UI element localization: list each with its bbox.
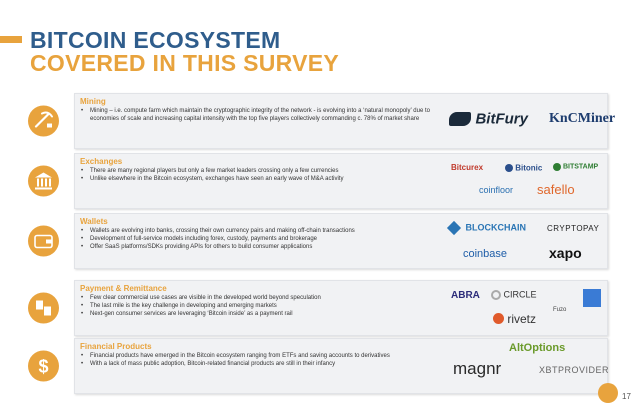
section-bullet: With a lack of mass public adoption, Bit… — [80, 360, 440, 368]
wallet-icon — [28, 225, 59, 257]
section-mining: Mining Mining – i.e. compute farm which … — [28, 93, 615, 149]
logo-group: BitFury KnCMiner — [445, 94, 615, 148]
magnr-logo: magnr — [453, 359, 502, 378]
bitcurex-logo: Bitcurex — [451, 163, 484, 172]
fuzo-logo: Fuzo — [553, 307, 567, 313]
section-title: Wallets — [80, 217, 108, 226]
company-logo — [598, 383, 618, 403]
section-title: Mining — [80, 97, 106, 106]
logo-group: ABRA CIRCLE Fuzo rivetz — [445, 281, 607, 335]
section-bullet: Wallets are evolving into banks, crossin… — [80, 227, 440, 235]
section-bullet: Unlike elsewhere in the Bitcoin ecosyste… — [80, 175, 440, 183]
section-title: Exchanges — [80, 157, 123, 166]
section-bullet: Mining – i.e. compute farm which maintai… — [80, 107, 440, 123]
rivetz-logo: rivetz — [493, 311, 536, 326]
section-bullet: There are many regional players but only… — [80, 167, 440, 175]
kncminer-logo: KnCMiner — [549, 111, 616, 126]
cryptopay-logo: CRYPTOPAY — [547, 224, 600, 233]
section-bullet: The last mile is the key challenge in de… — [80, 302, 440, 310]
section-exchanges: Exchanges There are many regional player… — [28, 153, 608, 209]
bank-icon — [28, 165, 59, 197]
altoptions-logo: AltOptions — [509, 342, 566, 354]
bitstamp-logo: BITSTAMP — [553, 163, 598, 171]
section-bullet: Offer SaaS platforms/SDKs providing APIs… — [80, 243, 440, 251]
section-bullet: Development of full-service models inclu… — [80, 235, 440, 243]
bitfury-logo: BitFury — [449, 110, 528, 128]
section-bullet: Few clear commercial use cases are visib… — [80, 294, 440, 302]
transfer-icon — [28, 292, 59, 324]
logo-group: BLOCKCHAIN CRYPTOPAY coinbase xapo — [445, 214, 607, 268]
dollar-icon: $ — [28, 350, 59, 382]
blockchain-logo: BLOCKCHAIN — [446, 220, 526, 235]
section-bullet: Next-gen consumer services are leveragin… — [80, 310, 440, 318]
section-box: Exchanges There are many regional player… — [74, 153, 608, 209]
section-box: Financial Products Financial products ha… — [74, 338, 610, 394]
page-title: BITCOIN ECOSYSTEM — [30, 27, 281, 53]
coinfloor-logo: coinfloor — [479, 185, 514, 195]
safello-logo: safello — [537, 182, 575, 197]
logo-group: Bitcurex Bitonic BITSTAMP coinfloor safe… — [445, 154, 607, 208]
section-box: Wallets Wallets are evolving into banks,… — [74, 213, 608, 269]
section-box: Mining Mining – i.e. compute farm which … — [74, 93, 615, 149]
abra-logo: ABRA — [451, 290, 480, 301]
section-wallets: Wallets Wallets are evolving into banks,… — [28, 213, 608, 269]
section-financial-products: $ Financial Products Financial products … — [28, 338, 610, 394]
xbtprovider-logo: XBTPROVIDER — [539, 365, 610, 375]
bitonic-logo: Bitonic — [505, 163, 542, 172]
section-title: Payment & Remittance — [80, 284, 167, 293]
coinbase-logo: coinbase — [463, 248, 508, 260]
circle-logo: CIRCLE — [491, 289, 537, 300]
pickaxe-icon — [28, 105, 59, 137]
section-payment-remittance: Payment & Remittance Few clear commercia… — [28, 280, 608, 336]
page-number: 17 — [622, 392, 631, 401]
svg-text:$: $ — [38, 357, 48, 377]
page-subtitle: COVERED IN THIS SURVEY — [30, 50, 340, 76]
logo-group: AltOptions magnr XBTPROVIDER — [445, 339, 610, 393]
xapo-logo: xapo — [549, 245, 582, 261]
section-bullet: Financial products have emerged in the B… — [80, 352, 440, 360]
title-accent-bar — [0, 36, 22, 43]
section-title: Financial Products — [80, 342, 152, 351]
section-box: Payment & Remittance Few clear commercia… — [74, 280, 608, 336]
x-brand-icon — [583, 289, 601, 307]
